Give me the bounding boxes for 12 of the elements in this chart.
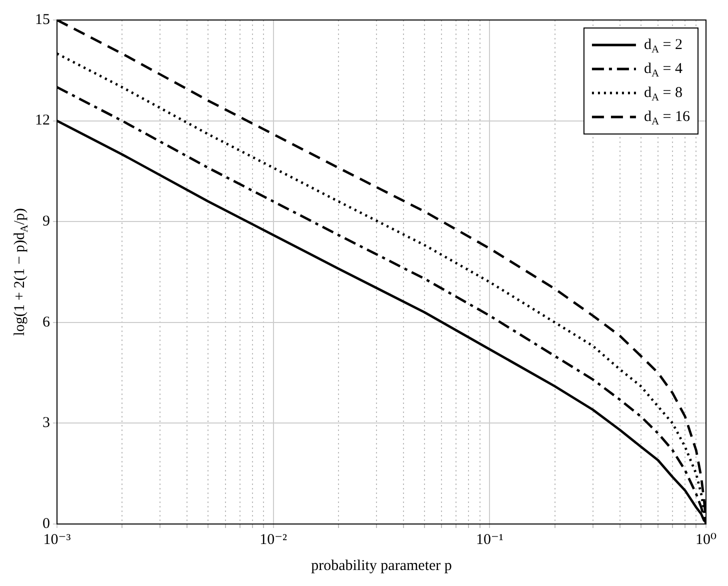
y-tick-label: 6 <box>42 314 50 330</box>
y-tick-label: 3 <box>42 415 50 432</box>
y-tick-label: 9 <box>42 214 50 230</box>
x-tick-label: 10⁻² <box>260 532 288 548</box>
x-axis-title: probability parameter p <box>311 558 452 574</box>
y-tick-label: 12 <box>35 112 50 129</box>
x-tick-label: 10⁻³ <box>43 532 72 548</box>
y-tick-label: 15 <box>35 12 50 28</box>
x-tick-label: 10⁰ <box>695 532 717 548</box>
x-tick-label: 10⁻¹ <box>476 532 504 548</box>
y-tick-label: 0 <box>42 516 50 532</box>
y-axis-title: log(1 + 2(1 − p)dA/p) <box>12 208 30 336</box>
